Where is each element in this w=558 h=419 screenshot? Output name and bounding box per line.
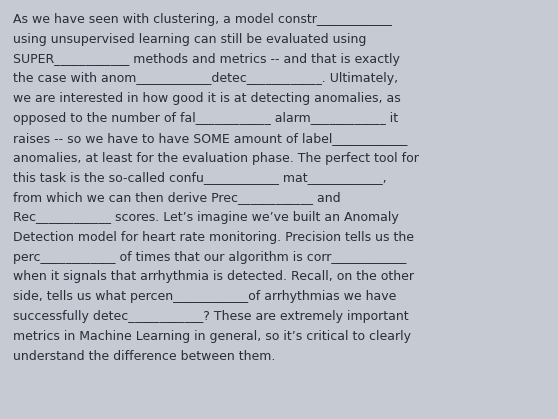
Text: understand the difference between them.: understand the difference between them. — [13, 349, 276, 362]
Text: perc____________ of times that our algorithm is corr____________: perc____________ of times that our algor… — [13, 251, 406, 264]
Text: raises -- so we have to have SOME amount of label____________: raises -- so we have to have SOME amount… — [13, 132, 407, 145]
Text: SUPER____________ methods and metrics -- and that is exactly: SUPER____________ methods and metrics --… — [13, 53, 400, 66]
Text: this task is the so-called confu____________ mat____________,: this task is the so-called confu________… — [13, 171, 387, 184]
Text: successfully detec____________? These are extremely important: successfully detec____________? These ar… — [13, 310, 408, 323]
Text: opposed to the number of fal____________ alarm____________ it: opposed to the number of fal____________… — [13, 112, 398, 125]
Text: the case with anom____________detec____________. Ultimately,: the case with anom____________detec_____… — [13, 72, 398, 85]
Text: As we have seen with clustering, a model constr____________: As we have seen with clustering, a model… — [13, 13, 392, 26]
Text: we are interested in how good it is at detecting anomalies, as: we are interested in how good it is at d… — [13, 92, 401, 105]
Text: when it signals that arrhythmia is detected. Recall, on the other: when it signals that arrhythmia is detec… — [13, 270, 414, 283]
Text: Rec____________ scores. Let’s imagine we’ve built an Anomaly: Rec____________ scores. Let’s imagine we… — [13, 211, 399, 224]
Text: Detection model for heart rate monitoring. Precision tells us the: Detection model for heart rate monitorin… — [13, 231, 414, 244]
Text: side, tells us what percen____________of arrhythmias we have: side, tells us what percen____________of… — [13, 290, 396, 303]
Text: anomalies, at least for the evaluation phase. The perfect tool for: anomalies, at least for the evaluation p… — [13, 152, 419, 165]
Text: using unsupervised learning can still be evaluated using: using unsupervised learning can still be… — [13, 33, 367, 46]
Text: metrics in Machine Learning in general, so it’s critical to clearly: metrics in Machine Learning in general, … — [13, 330, 411, 343]
Text: from which we can then derive Prec____________ and: from which we can then derive Prec______… — [13, 191, 340, 204]
